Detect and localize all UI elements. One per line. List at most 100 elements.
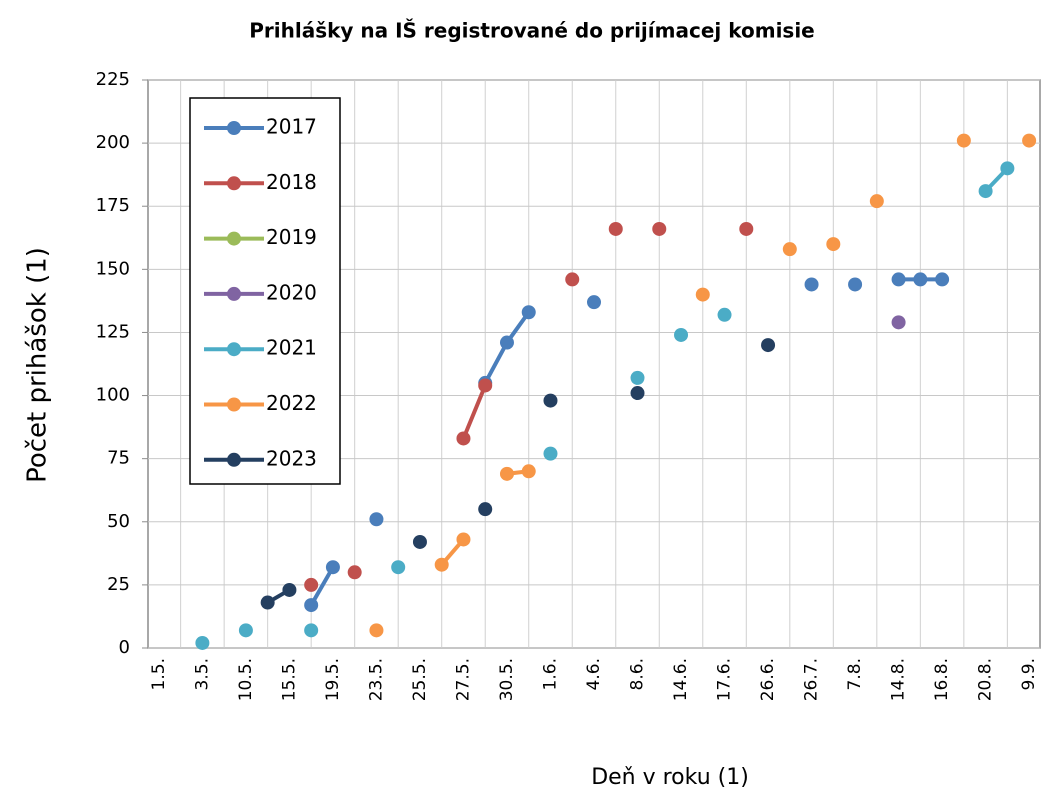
x-tick-label: 27.5. bbox=[453, 658, 473, 701]
legend-label: 2018 bbox=[266, 170, 317, 194]
legend-label: 2021 bbox=[266, 336, 317, 360]
y-tick-label: 175 bbox=[96, 195, 130, 216]
x-tick-label: 9.9. bbox=[1019, 658, 1039, 690]
x-tick-label: 30.5. bbox=[497, 658, 517, 701]
data-point bbox=[608, 221, 623, 236]
data-point bbox=[956, 133, 971, 148]
x-tick-label: 19.5. bbox=[323, 658, 343, 701]
x-tick-label: 15.5. bbox=[279, 658, 299, 701]
legend-label: 2019 bbox=[266, 225, 317, 249]
x-tick-label: 20.8. bbox=[976, 658, 996, 701]
data-point bbox=[782, 242, 797, 257]
data-point bbox=[478, 502, 493, 517]
y-tick-label: 75 bbox=[107, 448, 130, 469]
data-point bbox=[369, 512, 384, 527]
data-point bbox=[260, 595, 275, 610]
data-point bbox=[521, 305, 536, 320]
chart-title: Prihlášky na IŠ registrované do prijímac… bbox=[249, 19, 815, 43]
data-point bbox=[652, 221, 667, 236]
data-point bbox=[630, 370, 645, 385]
legend-label: 2017 bbox=[266, 115, 317, 139]
data-point bbox=[978, 184, 993, 199]
data-point bbox=[499, 466, 514, 481]
series-line bbox=[461, 384, 488, 440]
data-point bbox=[695, 287, 710, 302]
y-tick-label: 0 bbox=[119, 637, 130, 658]
x-tick-label: 26.7. bbox=[802, 658, 822, 701]
data-point bbox=[543, 446, 558, 461]
data-point bbox=[499, 335, 514, 350]
x-tick-label: 3.5. bbox=[192, 658, 212, 690]
x-tick-label: 1.6. bbox=[540, 658, 560, 690]
data-point bbox=[456, 532, 471, 547]
y-tick-label: 200 bbox=[96, 132, 130, 153]
legend-marker bbox=[227, 176, 241, 191]
legend-label: 2020 bbox=[266, 280, 317, 304]
x-tick-label: 1.5. bbox=[149, 658, 169, 690]
data-point bbox=[412, 534, 427, 549]
data-point bbox=[891, 315, 906, 330]
legend-box bbox=[189, 97, 341, 485]
data-point bbox=[739, 221, 754, 236]
x-tick-label: 26.6. bbox=[758, 658, 778, 701]
x-tick-label: 23.5. bbox=[366, 658, 386, 701]
data-point bbox=[238, 623, 253, 638]
y-tick-label: 100 bbox=[96, 385, 130, 406]
data-point bbox=[325, 560, 340, 575]
y-axis-label: Počet prihášok (1) bbox=[23, 247, 53, 483]
x-tick-label: 8.6. bbox=[628, 658, 648, 690]
x-tick-label: 25.5. bbox=[410, 658, 430, 701]
x-tick-label: 14.6. bbox=[671, 658, 691, 701]
x-tick-label: 10.5. bbox=[236, 658, 256, 701]
data-point bbox=[761, 338, 776, 353]
data-point bbox=[195, 635, 210, 650]
data-point bbox=[869, 194, 884, 209]
series-line bbox=[309, 566, 335, 607]
data-point bbox=[804, 277, 819, 292]
data-point bbox=[304, 623, 319, 638]
data-point bbox=[521, 464, 536, 479]
legend-marker bbox=[227, 452, 241, 467]
data-point bbox=[913, 272, 928, 287]
data-point bbox=[347, 565, 362, 580]
x-tick-label: 17.6. bbox=[715, 658, 735, 701]
data-point bbox=[630, 386, 645, 401]
data-point bbox=[282, 582, 297, 597]
data-point bbox=[674, 327, 689, 342]
data-point bbox=[304, 598, 319, 613]
y-tick-label: 25 bbox=[107, 574, 130, 595]
x-tick-label: 4.6. bbox=[584, 658, 604, 690]
x-tick-label: 14.8. bbox=[889, 658, 909, 701]
legend-marker bbox=[227, 121, 241, 135]
y-tick-label: 50 bbox=[107, 511, 130, 532]
data-point bbox=[456, 431, 471, 446]
legend-label: 2023 bbox=[266, 446, 317, 470]
data-point bbox=[826, 237, 841, 252]
x-tick-label: 16.8. bbox=[932, 658, 952, 701]
data-point bbox=[1000, 161, 1015, 176]
legend-marker bbox=[227, 286, 241, 301]
data-point bbox=[717, 307, 732, 322]
data-point bbox=[434, 557, 449, 572]
data-point bbox=[369, 623, 384, 638]
legend-label: 2022 bbox=[266, 391, 317, 415]
legend-marker bbox=[227, 231, 241, 246]
data-point bbox=[391, 560, 406, 575]
x-tick-label: 7.8. bbox=[845, 658, 865, 690]
data-point bbox=[565, 272, 580, 287]
data-point bbox=[935, 272, 950, 287]
data-point bbox=[1022, 133, 1037, 148]
data-point bbox=[848, 277, 863, 292]
data-point bbox=[587, 295, 601, 310]
data-point bbox=[543, 393, 558, 408]
y-tick-label: 125 bbox=[96, 321, 130, 342]
data-point bbox=[304, 577, 319, 592]
x-axis-label: Deň v roku (1) bbox=[591, 765, 749, 790]
y-tick-label: 225 bbox=[96, 69, 130, 90]
legend-marker bbox=[227, 342, 241, 357]
data-point bbox=[891, 272, 906, 287]
y-tick-label: 150 bbox=[96, 258, 130, 279]
legend-marker bbox=[227, 397, 241, 412]
data-point bbox=[478, 378, 493, 393]
